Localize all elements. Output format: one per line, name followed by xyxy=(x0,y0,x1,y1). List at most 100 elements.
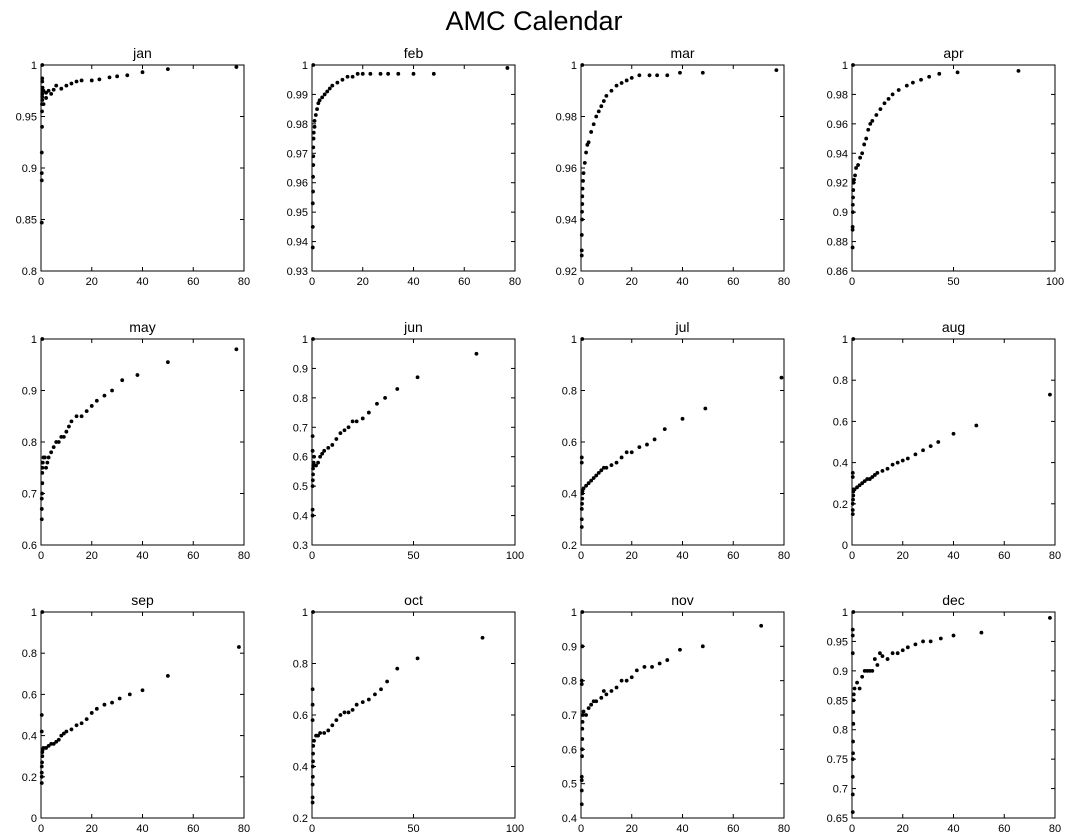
data-point xyxy=(599,468,604,473)
data-point xyxy=(346,710,351,715)
x-tick-label: 100 xyxy=(506,823,524,835)
data-point xyxy=(334,437,339,441)
subplot-title: oct xyxy=(404,592,423,608)
data-point xyxy=(580,747,584,752)
data-point xyxy=(40,610,45,614)
y-tick-label: 0 xyxy=(842,540,848,552)
data-point xyxy=(604,465,609,470)
x-tick-label: 50 xyxy=(947,276,959,288)
data-point xyxy=(46,455,51,460)
data-point xyxy=(900,458,905,463)
data-point xyxy=(851,63,855,67)
data-point xyxy=(310,434,315,439)
x-tick-label: 60 xyxy=(458,276,470,288)
y-tick-label: 0.6 xyxy=(22,540,37,552)
data-point xyxy=(579,778,584,783)
x-tick-label: 60 xyxy=(998,550,1010,562)
data-point xyxy=(346,425,351,430)
data-point xyxy=(591,476,596,480)
y-tick-label: 1 xyxy=(302,334,308,346)
data-point xyxy=(40,481,45,486)
axes-frame xyxy=(311,338,516,546)
data-point xyxy=(850,471,855,475)
data-point xyxy=(338,431,343,436)
data-point xyxy=(311,463,316,468)
data-point xyxy=(310,774,315,779)
data-point xyxy=(39,770,44,775)
data-point xyxy=(936,440,941,444)
x-tick-label: 40 xyxy=(676,276,688,288)
data-point xyxy=(375,401,379,406)
data-point xyxy=(1048,615,1052,620)
subplot-title: jul xyxy=(674,319,689,335)
x-tick-label: 80 xyxy=(778,550,790,562)
data-point xyxy=(862,479,867,484)
data-point xyxy=(40,760,44,765)
y-tick-label: 0.4 xyxy=(293,511,308,523)
data-point xyxy=(107,75,112,80)
y-tick-label: 1 xyxy=(302,607,308,619)
data-point xyxy=(69,727,74,732)
data-point xyxy=(165,67,170,72)
data-point xyxy=(580,610,585,614)
data-point xyxy=(851,610,856,614)
data-point xyxy=(310,795,315,800)
x-tick-label: 20 xyxy=(897,550,909,562)
data-point xyxy=(74,414,79,419)
y-tick-label: 1 xyxy=(31,60,37,72)
data-point xyxy=(629,75,634,80)
subplot-jun: jun 0 50 100 0.3 0.4 0.5 0.6 0.7 0.8 0.9 1 xyxy=(293,319,524,562)
data-point xyxy=(415,656,420,661)
subplot-grid: jan 0 20 40 60 80 0.8 0.85 0.9 0.95 1 feb 0 20 40 60 80 0… xyxy=(16,45,1065,835)
data-point xyxy=(40,79,45,84)
x-tick-label: 40 xyxy=(407,276,419,288)
data-point xyxy=(84,717,89,722)
y-tick-label: 0.2 xyxy=(562,540,577,552)
data-point xyxy=(579,678,584,683)
data-point xyxy=(345,74,350,79)
data-point xyxy=(851,710,856,714)
data-point xyxy=(311,744,316,748)
data-point xyxy=(360,416,365,421)
data-point xyxy=(591,122,596,127)
data-point xyxy=(41,102,46,107)
x-tick-label: 80 xyxy=(1049,823,1061,835)
data-point xyxy=(311,163,316,167)
y-tick-label: 0.92 xyxy=(827,178,848,190)
x-tick-label: 20 xyxy=(86,550,98,562)
y-tick-label: 0.8 xyxy=(22,648,37,660)
y-tick-label: 1 xyxy=(842,334,848,346)
axes-frame xyxy=(851,64,1056,272)
y-tick-label: 0.94 xyxy=(827,148,848,160)
data-point xyxy=(700,70,705,75)
data-point xyxy=(850,774,855,779)
y-tick-label: 0.94 xyxy=(287,237,308,249)
data-point xyxy=(49,450,54,455)
y-tick-label: 0.5 xyxy=(562,779,577,791)
data-point xyxy=(311,460,316,465)
data-point xyxy=(586,481,591,486)
data-point xyxy=(97,77,102,82)
data-point xyxy=(919,77,923,82)
data-point xyxy=(61,434,66,439)
data-point xyxy=(342,710,347,715)
y-tick-label: 0.4 xyxy=(562,813,577,825)
data-point xyxy=(120,378,125,383)
data-point xyxy=(629,675,634,680)
x-tick-label: 40 xyxy=(676,550,688,562)
data-point xyxy=(237,645,241,649)
subplot-title: jun xyxy=(403,319,423,335)
axes-frame xyxy=(311,611,516,819)
x-tick-label: 0 xyxy=(38,823,44,835)
data-point xyxy=(312,119,317,123)
y-tick-label: 0.8 xyxy=(833,375,848,387)
data-point xyxy=(637,73,642,78)
data-point xyxy=(870,119,875,123)
subplot-oct: oct 0 50 100 0.2 0.4 0.6 0.8 1 xyxy=(293,592,524,835)
data-point xyxy=(311,136,316,141)
data-point xyxy=(580,644,585,649)
data-point xyxy=(579,248,584,253)
y-tick-label: 0.92 xyxy=(556,266,577,278)
data-point xyxy=(680,416,685,421)
x-tick-label: 0 xyxy=(578,276,584,288)
